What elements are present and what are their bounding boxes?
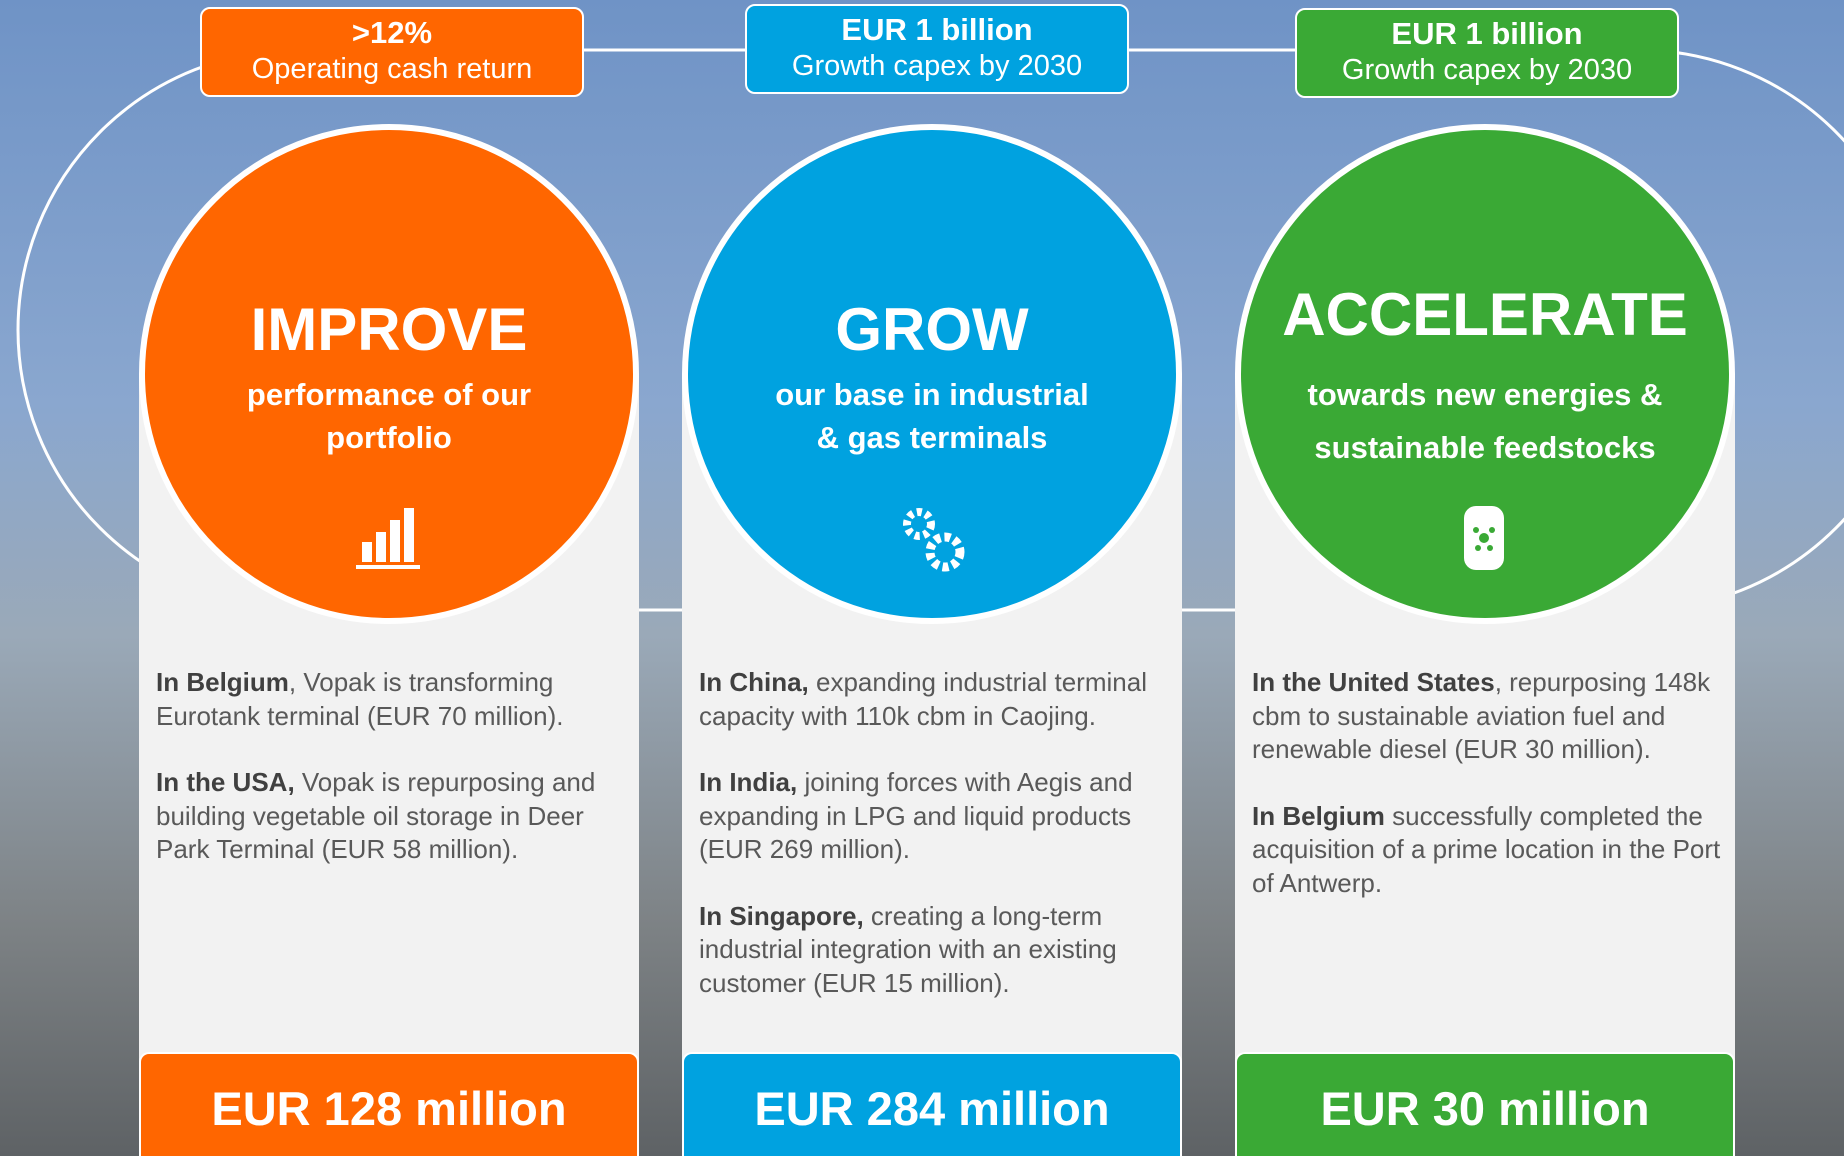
badge-title: EUR 1 billion (747, 12, 1127, 48)
paragraph: In India, joining forces with Aegis and … (699, 766, 1169, 867)
badge-subtitle: Growth capex by 2030 (747, 48, 1127, 84)
pillar-heading: GROW (688, 295, 1176, 364)
pillar-subheading: & gas terminals (688, 416, 1176, 459)
pillar-body: In the United States, repurposing 148k c… (1252, 666, 1722, 933)
paragraph-lead: In the United States (1252, 667, 1495, 697)
paragraph-lead: In Belgium (156, 667, 289, 697)
pillar-icon (897, 502, 967, 572)
pillar-heading: ACCELERATE (1241, 280, 1729, 349)
infographic: >12%Operating cash return IMPROVE performa… (0, 0, 1844, 1156)
paragraph: In Belgium, Vopak is transforming Eurota… (156, 666, 626, 733)
paragraph: In the USA, Vopak is repurposing and bui… (156, 766, 626, 867)
pillar-circle: GROW our base in industrial& gas terminal… (682, 124, 1182, 624)
badge: >12%Operating cash return (200, 7, 584, 97)
paragraph-lead: In India, (699, 767, 797, 797)
paragraph: In the United States, repurposing 148k c… (1252, 666, 1722, 767)
paragraph-lead: In China, (699, 667, 809, 697)
pillar-circle: ACCELERATE towards new energies & sustaina… (1235, 124, 1735, 624)
badge-title: >12% (202, 15, 582, 51)
pillar-subheading: our base in industrial (688, 373, 1176, 416)
paragraph: In Belgium successfully completed the ac… (1252, 800, 1722, 901)
paragraph: In China, expanding industrial terminal … (699, 666, 1169, 733)
pillar-heading: IMPROVE (145, 295, 633, 364)
pillar-icon (1450, 502, 1520, 572)
pillar-subheading: towards new energies & (1241, 373, 1729, 416)
badge-title: EUR 1 billion (1297, 16, 1677, 52)
pillar-icon (354, 502, 424, 572)
pillar-total: EUR 284 million (682, 1052, 1182, 1156)
paragraph-lead: In Singapore, (699, 901, 864, 931)
badge-subtitle: Growth capex by 2030 (1297, 52, 1677, 88)
paragraph: In Singapore, creating a long-term indus… (699, 900, 1169, 1001)
pillar-body: In Belgium, Vopak is transforming Eurota… (156, 666, 626, 900)
pillar-subheading: performance of our (145, 373, 633, 416)
paragraph-lead: In Belgium (1252, 801, 1385, 831)
pillar-subheading: sustainable feedstocks (1241, 426, 1729, 469)
pillar-subheading: portfolio (145, 416, 633, 459)
pillar-body: In China, expanding industrial terminal … (699, 666, 1169, 1033)
paragraph-lead: In the USA, (156, 767, 295, 797)
pillar-total: EUR 128 million (139, 1052, 639, 1156)
badge-subtitle: Operating cash return (202, 51, 582, 87)
pillar-total: EUR 30 million (1235, 1052, 1735, 1156)
